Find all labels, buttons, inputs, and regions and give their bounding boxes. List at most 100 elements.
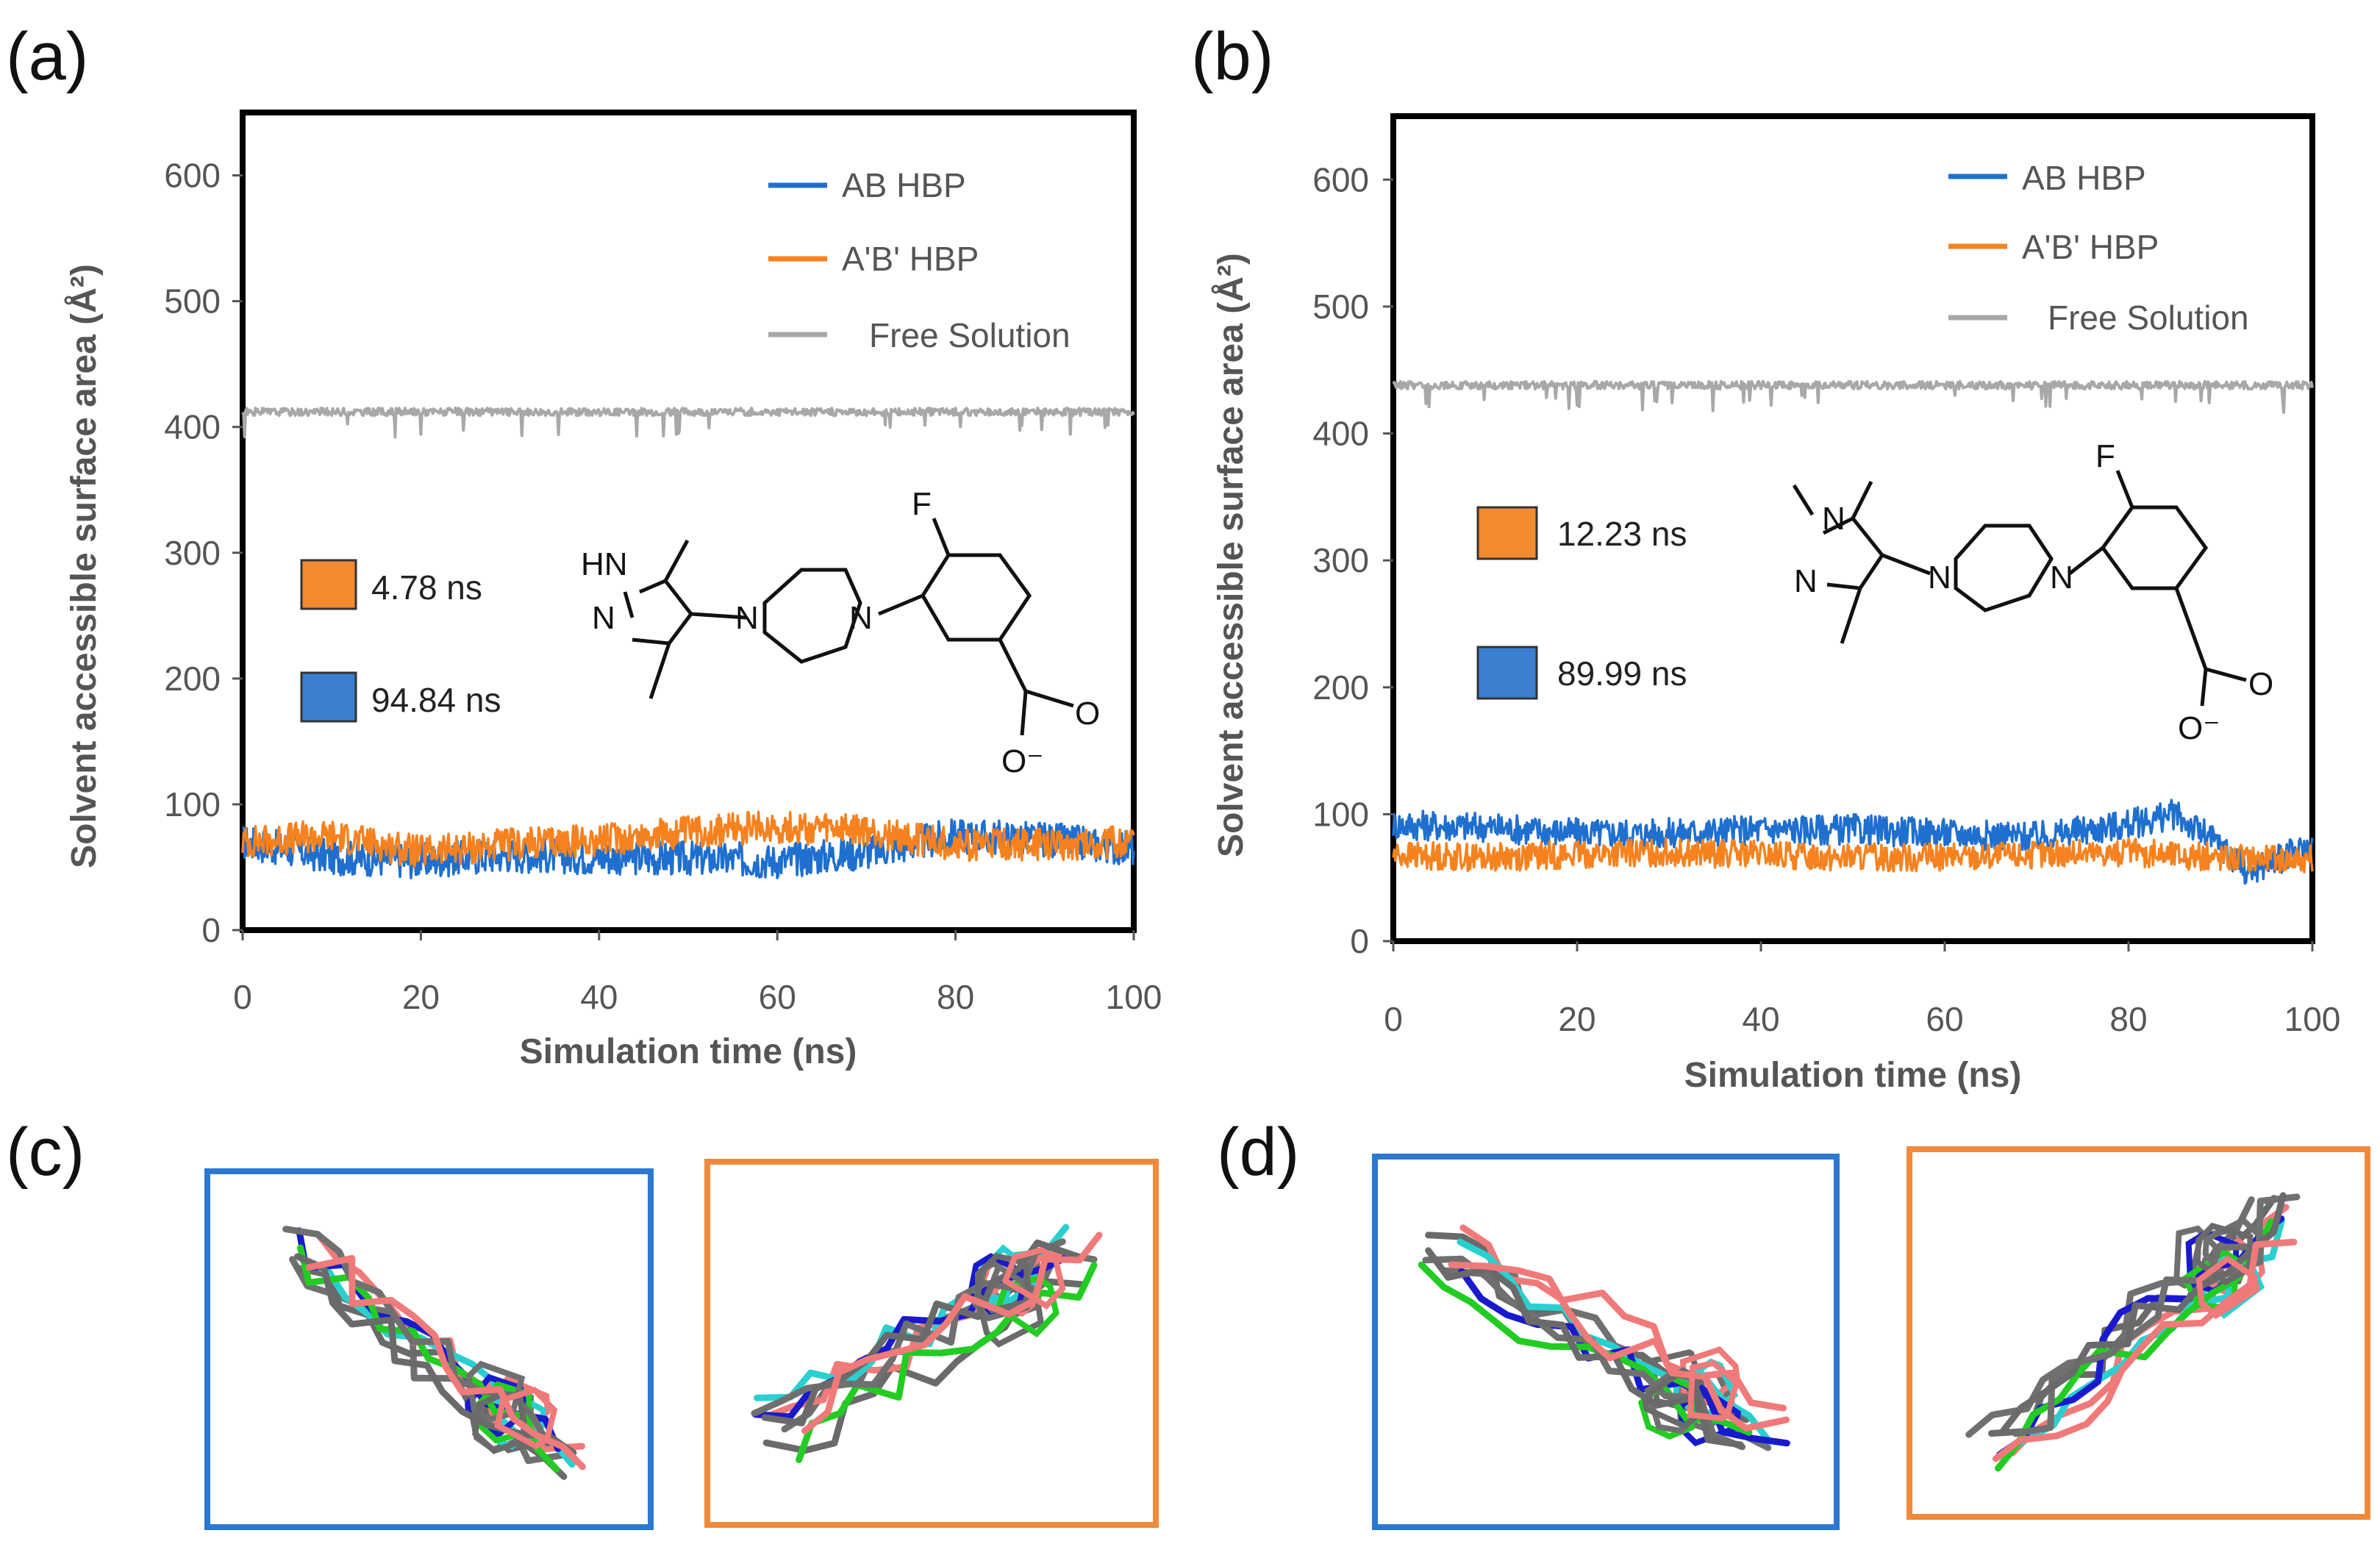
panel-a-atom-f: F [912, 486, 932, 522]
panel-a-ring-link [690, 612, 747, 620]
panel-b-xtick-60: 60 [1926, 1000, 1963, 1038]
panel-c-blue-strand-8 [306, 1254, 586, 1471]
panel-c-label: (c) [6, 1115, 85, 1190]
panel-a-atom-n1: N [592, 600, 615, 636]
panel-a-ytick-400: 400 [164, 408, 221, 446]
panel-b-swatch-blue [1476, 646, 1538, 700]
panel-b-xtick-0: 0 [1384, 1000, 1403, 1038]
panel-a-pyrazole-ring [632, 578, 694, 646]
panel-b-legend-free: Free Solution [2048, 299, 2249, 337]
panel-a-legend-ab: AB HBP [842, 166, 966, 204]
panel-b: (b) 0 100 200 300 400 500 600 0 20 40 60 80 100 Solv… [1191, 19, 2340, 1095]
panel-b-series-ab-hbp [1392, 798, 2314, 885]
panel-a-carbonyl-bond [1025, 689, 1074, 708]
panel-b-atom-n3: N [1928, 560, 1951, 596]
panel-b-ytick-400: 400 [1312, 415, 1369, 453]
panel-b-xtick-100: 100 [2284, 1000, 2341, 1038]
panel-a-swatch-blue [300, 671, 357, 723]
panel-b-series-free-solution [1392, 379, 2314, 414]
panel-a-ytick-500: 500 [164, 282, 221, 321]
panel-d-frame-blue [1372, 1154, 1840, 1530]
panel-d: (d) [1217, 1115, 2370, 1530]
panel-b-ytick-100: 100 [1312, 795, 1369, 833]
panel-b-ytick-600: 600 [1312, 160, 1369, 199]
panel-a-xtick-60: 60 [759, 978, 796, 1016]
panel-b-fluoro-bond [2115, 470, 2134, 508]
panel-a-carboxyl-bond [998, 638, 1028, 693]
panel-b-atom-ominus: O⁻ [2178, 710, 2220, 746]
panel-d-blue-strand-5 [1418, 1261, 1753, 1436]
panel-c-frame-orange [704, 1159, 1159, 1528]
panel-b-ylabel: Solvent accessible surface area (Å²) [1211, 253, 1251, 857]
panel-a-atom-o: O [1075, 696, 1100, 732]
panel-b-atom-f: F [2095, 438, 2115, 474]
panel-b-label: (b) [1191, 19, 1273, 94]
panel-c-blue-ring-8 [494, 1387, 558, 1450]
panel-c-frame-blue [204, 1168, 654, 1530]
panel-b-aryl-link [2068, 546, 2104, 575]
panel-a-xtick-0: 0 [233, 978, 252, 1016]
panel-a-ylabel: Solvent accessible surface area (Å²) [64, 264, 104, 868]
panel-b-atom-n2: N [1794, 563, 1818, 599]
panel-a-xtick-40: 40 [580, 978, 618, 1016]
panel-b-time-orange: 12.23 ns [1557, 515, 1687, 553]
panel-a-aryl-link [878, 593, 923, 616]
panel-a-legend-apbp: A'B' HBP [842, 240, 979, 278]
panel-b-xlabel: Simulation time (ns) [1684, 1056, 2022, 1095]
panel-b-series-a-b-hbp [1392, 837, 2314, 873]
panel-d-blue-ring-8 [1687, 1360, 1740, 1422]
panel-a-ytick-600: 600 [164, 157, 221, 195]
panel-b-carbonyl-bond [2205, 667, 2247, 682]
panel-c-orange-strand-8 [801, 1232, 1103, 1435]
panel-b-ring-link [1882, 553, 1931, 576]
panel-a-frame [240, 110, 1137, 933]
panel-a-methyl-top [663, 539, 690, 582]
panel-a-ytick-100: 100 [164, 785, 221, 823]
panel-c-blue-ring-7 [472, 1390, 530, 1454]
panel-c-orange-ring-8 [1001, 1247, 1066, 1310]
panel-b-n-methyl [1792, 484, 1815, 516]
panel-b-ytick-300: 300 [1312, 541, 1369, 579]
panel-d-label: (d) [1217, 1115, 1299, 1190]
panel-b-ticks: 0 100 200 300 400 500 600 0 20 40 60 80 100 [1312, 160, 2340, 1038]
panel-a-benzene-ring [921, 553, 1032, 642]
panel-a-xtick-80: 80 [937, 978, 974, 1016]
panel-d-orange-strand-4 [1995, 1215, 2285, 1458]
panel-a-series-free-solution [241, 407, 1135, 439]
panel-d-orange-ring-7 [2194, 1222, 2254, 1286]
panel-a-methyl-bottom [648, 643, 671, 699]
panel-d-orange-ring-8 [2195, 1255, 2260, 1320]
panel-a-atom-n3: N [849, 600, 873, 636]
panel-d-structure-overlay-orange [1965, 1192, 2301, 1472]
panel-a-time-orange: 4.78 ns [371, 568, 482, 607]
panel-a-xtick-20: 20 [402, 978, 440, 1016]
panel-b-benzene-ring [2100, 505, 2209, 590]
panel-a-ytick-200: 200 [164, 660, 221, 698]
panel-c-structure-overlay-blue [282, 1226, 586, 1480]
panel-a-ytick-0: 0 [201, 911, 221, 949]
panel-c-blue-ring-6 [465, 1360, 526, 1423]
panel-a-xlabel: Simulation time (ns) [520, 1032, 857, 1071]
panel-a-swatch-orange [300, 559, 357, 610]
panel-a-series-a-b-hbp [241, 810, 1135, 868]
panel-a-atom-hn: HN [581, 546, 628, 582]
panel-a-time-blue: 94.84 ns [371, 681, 501, 719]
panel-c: (c) [6, 1115, 1159, 1530]
panel-a-atom-n2: N [735, 600, 759, 636]
panel-a-label: (a) [6, 19, 88, 94]
panel-b-methyl-bottom [1840, 587, 1862, 644]
panel-a: (a) 0 100 200 300 400 500 600 0 20 40 60 80 100 Solv… [6, 19, 1162, 1071]
panel-a-ytick-300: 300 [164, 534, 221, 572]
panel-a-atom-ominus: O⁻ [1001, 743, 1043, 779]
panel-b-swatch-orange [1476, 506, 1538, 560]
panel-b-ytick-0: 0 [1350, 922, 1369, 960]
panel-a-nn-bond [623, 591, 635, 618]
panel-b-xtick-20: 20 [1558, 1000, 1595, 1038]
panel-a-series [241, 407, 1135, 879]
panel-b-xtick-40: 40 [1742, 1000, 1779, 1038]
panel-b-piperazine-ring [1954, 524, 2054, 612]
panel-b-time-blue: 89.99 ns [1557, 654, 1687, 693]
panel-b-ytick-200: 200 [1312, 668, 1369, 707]
